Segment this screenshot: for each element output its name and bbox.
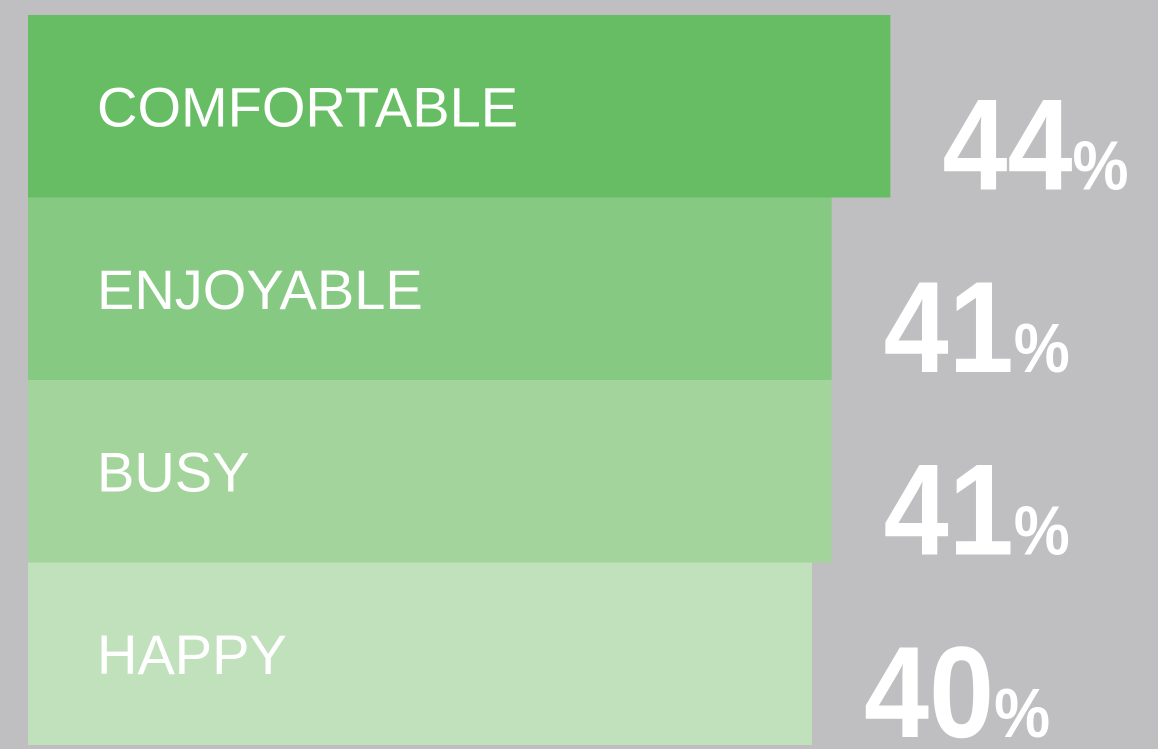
category-label: ENJOYABLE bbox=[97, 258, 423, 321]
bar bbox=[28, 15, 891, 198]
bar bbox=[28, 562, 812, 745]
category-label: BUSY bbox=[97, 440, 250, 503]
value-label: 41% bbox=[884, 438, 1070, 583]
value-label: 44% bbox=[942, 73, 1128, 218]
bar bbox=[28, 197, 832, 380]
category-label: HAPPY bbox=[97, 623, 287, 686]
category-label: COMFORTABLE bbox=[97, 75, 518, 138]
value-label: 40% bbox=[864, 620, 1050, 749]
value-label: 41% bbox=[884, 255, 1070, 400]
bar bbox=[28, 380, 832, 563]
